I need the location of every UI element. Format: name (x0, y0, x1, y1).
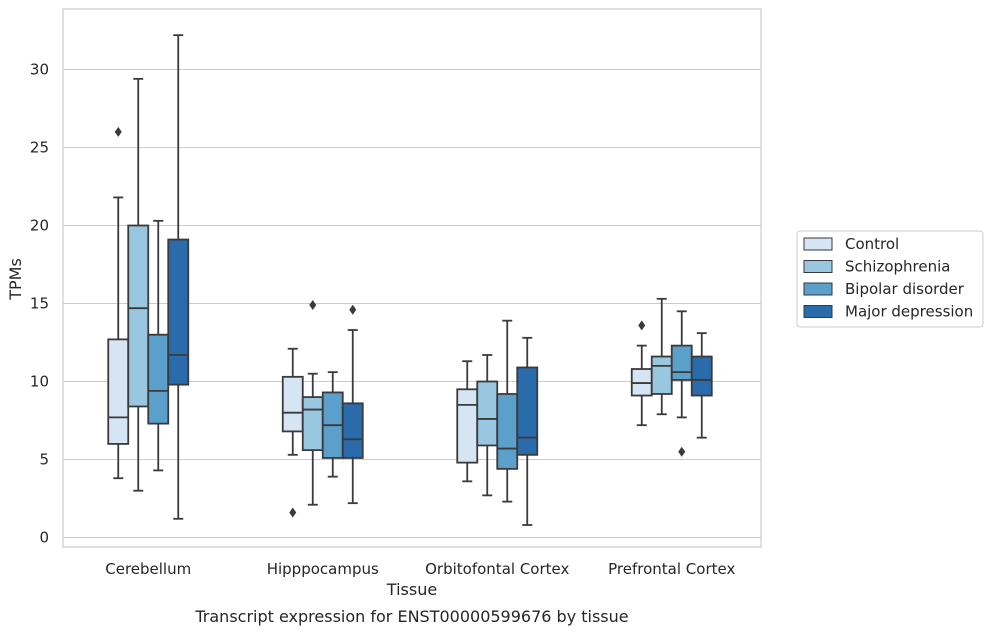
legend-label: Control (845, 235, 899, 253)
box (630, 320, 653, 427)
box (690, 332, 713, 439)
box (670, 310, 693, 457)
gridlines (63, 68, 761, 539)
outlier-point (309, 300, 317, 311)
iqr-box (496, 393, 519, 470)
y-tick-label: 15 (30, 295, 49, 313)
box (341, 304, 364, 505)
box (456, 360, 479, 483)
y-tick-label: 20 (30, 217, 49, 235)
box (650, 297, 673, 416)
chart-caption: Transcript expression for ENST0000059967… (194, 607, 628, 626)
series-schizophrenia (127, 77, 673, 506)
legend-swatch (803, 260, 833, 273)
box-series (107, 34, 713, 526)
iqr-box (516, 366, 539, 456)
box (516, 336, 539, 526)
legend-swatch (803, 305, 833, 318)
legend-label: Bipolar disorder (845, 280, 965, 298)
box (127, 77, 150, 492)
iqr-box (301, 396, 324, 452)
y-tick-label: 30 (30, 61, 49, 79)
y-tick-label: 10 (30, 373, 49, 391)
iqr-box (127, 224, 150, 408)
y-tick-label: 5 (39, 451, 49, 469)
x-tick-label: Prefrontal Cortex (608, 560, 735, 578)
x-axis-title: Tissue (386, 580, 437, 599)
x-tick-label: Orbitofontal Cortex (425, 560, 569, 578)
outlier-point (349, 304, 357, 315)
y-tick-labels: 0 5 10 15 20 25 30 (30, 61, 49, 547)
outlier-point (678, 446, 686, 457)
box (476, 354, 499, 497)
iqr-box (107, 338, 130, 445)
iqr-box (167, 238, 190, 386)
iqr-box (670, 344, 693, 381)
outlier-point (114, 126, 122, 137)
iqr-box (341, 402, 364, 459)
iqr-box (147, 333, 170, 425)
iqr-box (650, 355, 673, 395)
y-tick-label: 0 (39, 529, 49, 547)
legend-swatch (803, 282, 833, 296)
legend: Control Schizophrenia Bipolar disorder Majo… (796, 230, 984, 328)
legend-label: Schizophrenia (845, 258, 950, 276)
y-axis-title: TPMs (6, 258, 25, 301)
box (167, 34, 190, 520)
iqr-box (690, 355, 713, 397)
iqr-box (456, 388, 479, 464)
legend-frame (796, 230, 984, 328)
legend-swatch (803, 237, 833, 251)
outlier-point (638, 320, 646, 331)
iqr-box (281, 375, 304, 433)
iqr-box (476, 380, 499, 447)
box (496, 319, 519, 503)
y-tick-label: 25 (30, 139, 49, 157)
legend-label: Major depression (845, 303, 973, 321)
series-major-depression (167, 34, 713, 526)
x-tick-labels: Cerebellum Hipppocampus Orbitofontal Corte… (105, 560, 735, 578)
outlier-point (289, 507, 297, 518)
x-tick-label: Cerebellum (105, 560, 191, 578)
x-tick-label: Hipppocampus (267, 560, 379, 578)
